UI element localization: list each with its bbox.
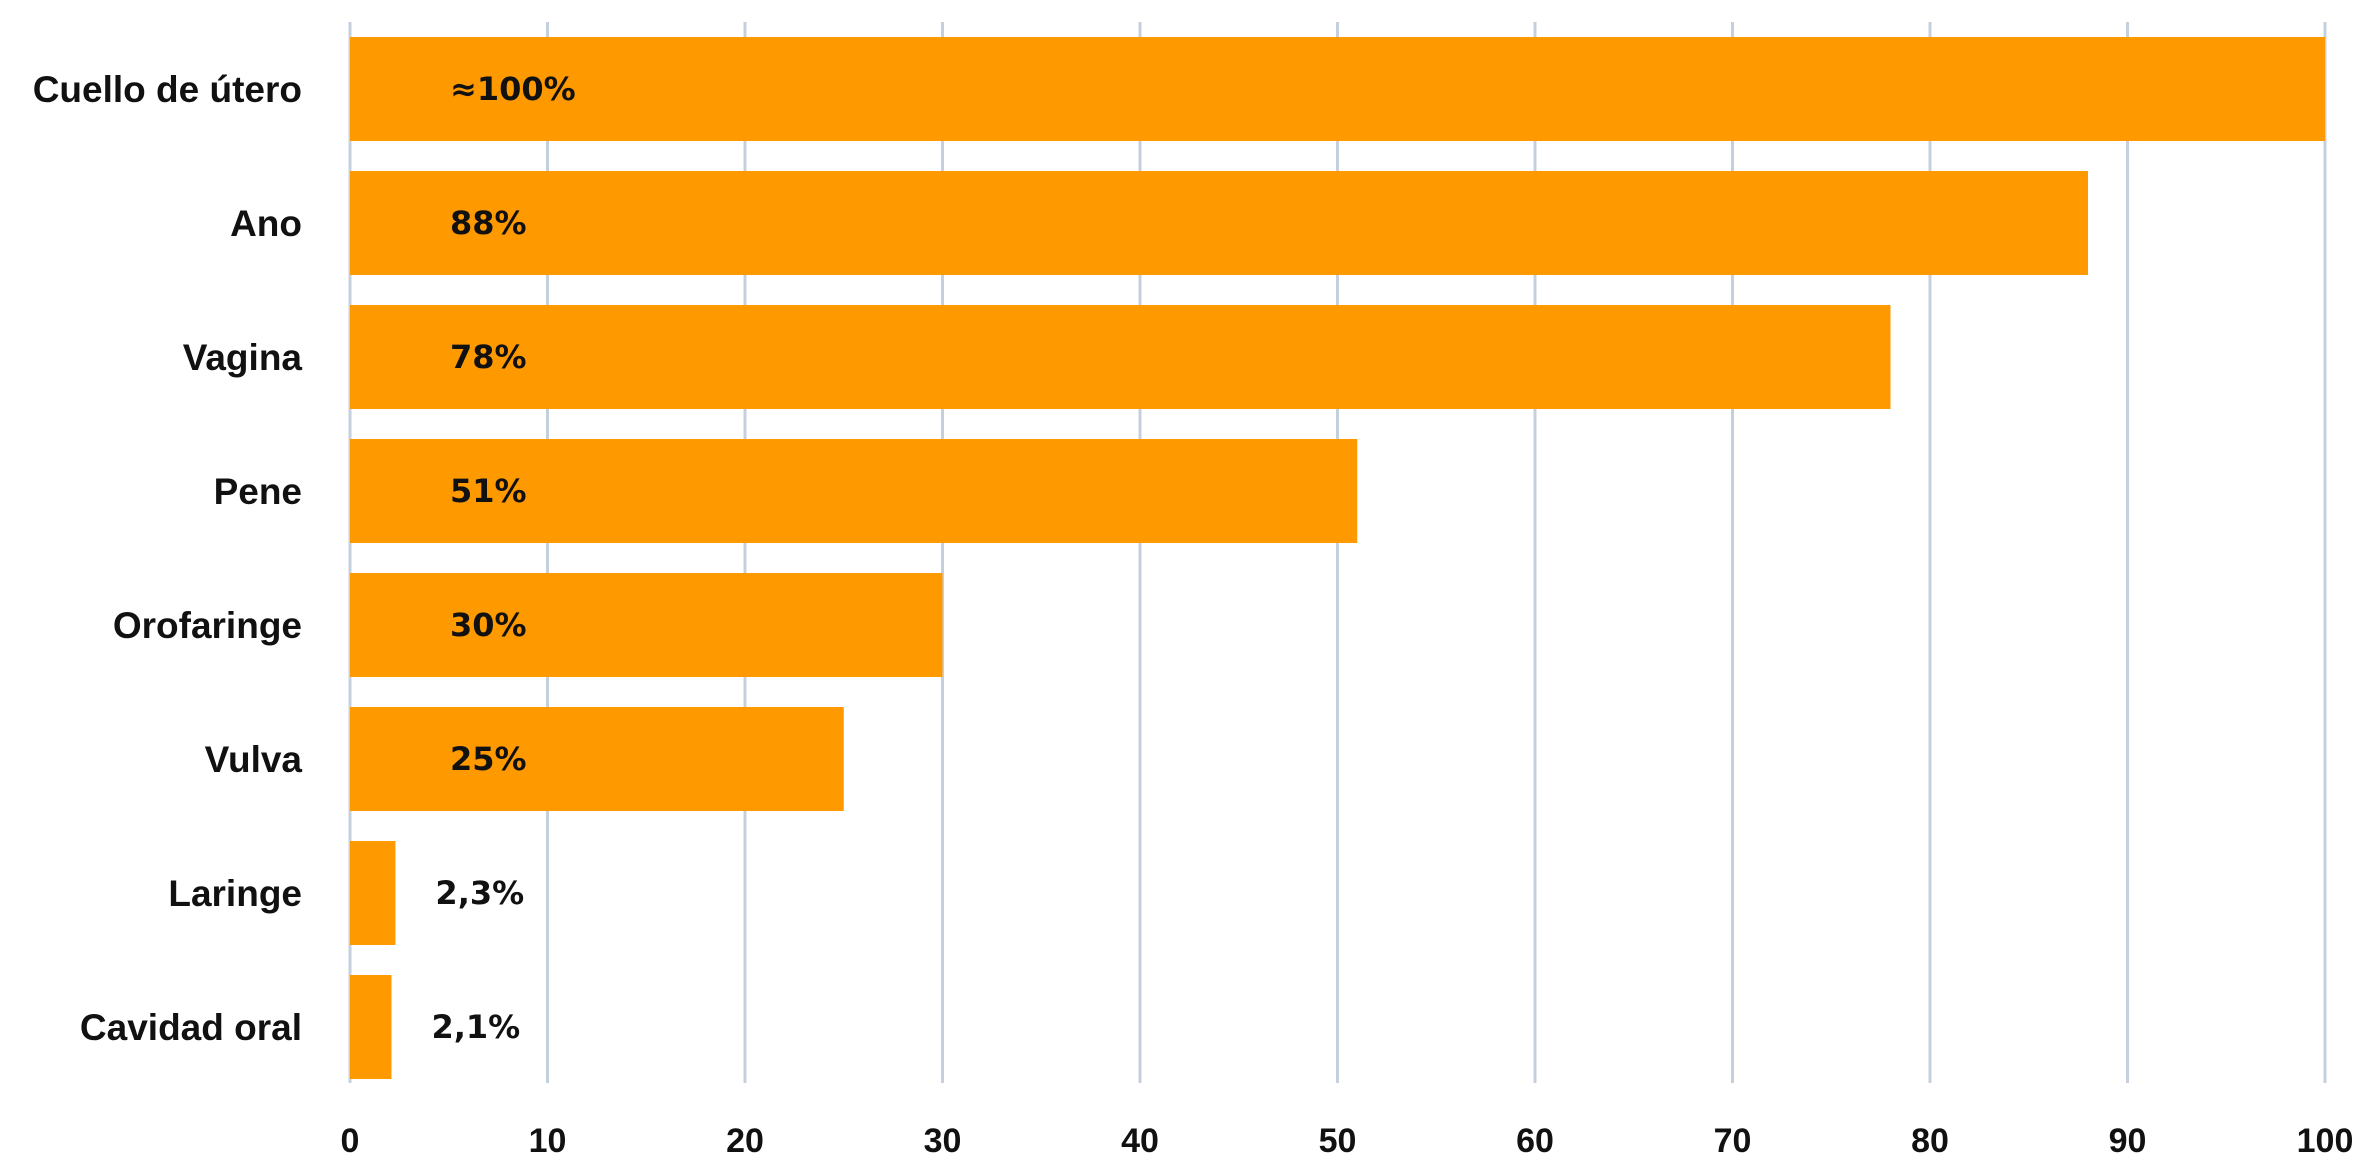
x-tick-label: 70 xyxy=(1714,1122,1752,1160)
bar xyxy=(350,37,2325,141)
category-label: Pene xyxy=(214,471,302,512)
x-tick-label: 20 xyxy=(726,1122,764,1160)
data-label: 2,1% xyxy=(431,1008,520,1046)
bar xyxy=(350,305,1891,409)
category-label: Vagina xyxy=(183,337,303,378)
category-label: Cavidad oral xyxy=(80,1007,302,1048)
x-tick-label: 40 xyxy=(1121,1122,1159,1160)
x-tick-label: 60 xyxy=(1516,1122,1554,1160)
data-labels: ≈100% 88% 78% 51% 30% 25% 2,3% 2,1% xyxy=(431,70,575,1046)
x-tick-label: 50 xyxy=(1319,1122,1357,1160)
data-label: 88% xyxy=(450,204,527,242)
x-tick-label: 100 xyxy=(2297,1122,2354,1160)
bar xyxy=(350,975,392,1079)
bar xyxy=(350,439,1358,543)
x-tick-label: 30 xyxy=(924,1122,962,1160)
data-label: 2,3% xyxy=(435,874,524,912)
data-label: 30% xyxy=(450,606,527,644)
x-tick-label: 80 xyxy=(1911,1122,1949,1160)
bar xyxy=(350,707,844,811)
x-tick-label: 90 xyxy=(2109,1122,2147,1160)
category-label: Orofaringe xyxy=(113,605,302,646)
bar xyxy=(350,573,943,677)
data-label: 51% xyxy=(450,472,527,510)
category-labels: Cuello de útero Ano Vagina Pene Orofaringe Vu… xyxy=(33,69,303,1048)
category-label: Ano xyxy=(230,203,302,244)
x-tick-label: 10 xyxy=(529,1122,567,1160)
data-label: 78% xyxy=(450,338,527,376)
data-label: ≈100% xyxy=(450,70,576,108)
bars xyxy=(350,37,2325,1079)
bar xyxy=(350,171,2088,275)
bar xyxy=(350,841,396,945)
category-label: Vulva xyxy=(205,739,303,780)
x-tick-label: 0 xyxy=(341,1122,360,1160)
x-axis-tick-labels: 0 10 20 30 40 50 60 70 80 90 100 xyxy=(341,1122,2354,1160)
category-label: Laringe xyxy=(168,873,302,914)
category-label: Cuello de útero xyxy=(33,69,302,110)
data-label: 25% xyxy=(450,740,527,778)
